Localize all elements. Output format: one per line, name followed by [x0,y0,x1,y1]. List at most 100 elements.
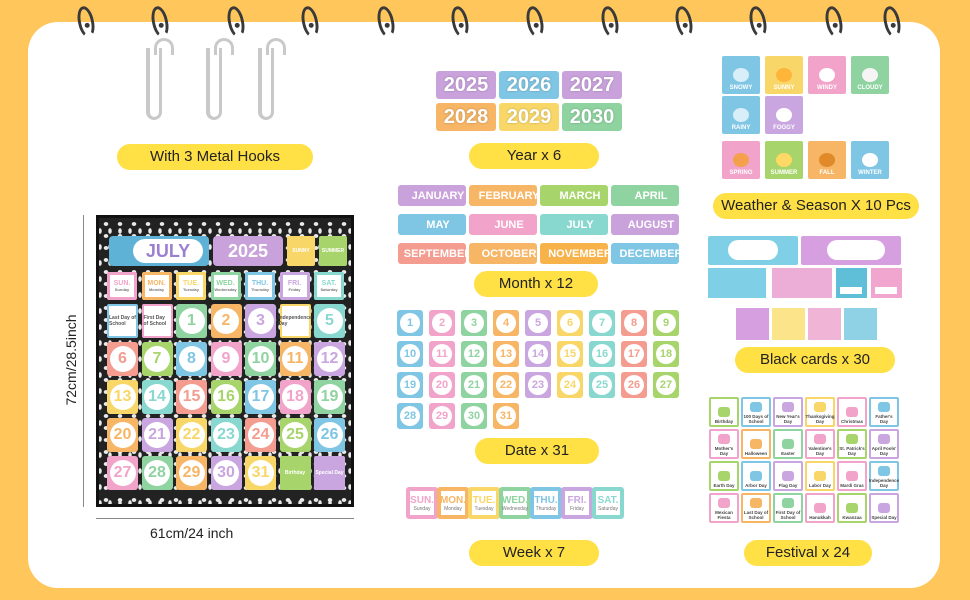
chart-date-card: 1 [176,304,207,338]
weather-icon [733,108,749,122]
festival-card: Last Day of School [741,493,771,523]
festival-name: Father's Day [875,414,893,424]
season-icon [819,153,835,167]
blank-card [772,268,832,298]
hooks-label: With 3 Metal Hooks [117,144,313,170]
date-card: 5 [525,310,551,336]
chart-weekday-abbr: TUE. [183,280,199,287]
festival-icon [878,434,890,444]
week-abbr: TUE. [472,494,496,506]
week-label: Week x 7 [469,540,599,566]
week-full: Wednesday [501,505,529,512]
chart-date-card: 23 [210,418,242,452]
chart-weather-card: SUNNY [287,236,315,266]
chart-date-number: 6 [109,346,136,372]
chart-weekday-full: Thursday [250,287,269,292]
chart-date-number: 15 [178,384,205,410]
month-card: JUNE [469,214,537,235]
week-card: MON. Monday [437,487,469,519]
festival-name: First Day of School [775,510,801,520]
date-card: 28 [397,403,423,429]
date-number: 11 [432,344,452,364]
metal-hook-icon [146,38,174,120]
festival-card: Thanksgiving Day [805,397,835,427]
chart-special-text: First Day of School [143,315,167,327]
festival-card: First Day of School [773,493,803,523]
chart-date-number: 10 [247,346,274,372]
date-number: 12 [464,344,484,364]
date-number: 6 [560,313,580,333]
month-card: MAY [398,214,466,235]
chart-special-card: Independence Day [278,304,312,338]
date-number: 26 [624,375,644,395]
chart-date-number: 19 [316,384,343,410]
chart-special-card: Birthday [279,456,311,490]
chart-weekday-full: Tuesday [183,287,199,292]
season-card: FALL [808,141,846,179]
date-number: 29 [432,406,452,426]
festival-name: Hanukkah [809,515,831,520]
festival-name: Labor Day [808,483,831,488]
festival-icon [782,402,794,412]
month-card: AUGUST [611,214,679,235]
weather-label-text: WINDY [817,85,837,91]
date-card: 9 [653,310,679,336]
festival-icon [878,503,890,513]
week-full: Monday [444,505,462,512]
chart-special-text: Special Day [315,470,344,476]
chart-date-number: 20 [109,422,136,448]
date-card: 26 [621,372,647,398]
chart-date-card: 2 [210,304,242,338]
chart-weather-text: SUNNY [292,248,310,254]
chart-date-card: 5 [314,304,345,338]
date-card: 4 [493,310,519,336]
chart-date-number: 31 [247,460,274,486]
date-card: 10 [397,341,423,367]
festival-card: Arbor Day [741,461,771,491]
blank-card [871,268,902,298]
chart-date-number: 12 [316,346,343,372]
season-icon [776,153,792,167]
chart-date-card: 19 [314,380,345,414]
weather-label-text: FOGGY [773,125,795,131]
festival-icon [814,434,826,444]
chart-date-number: 2 [213,308,239,334]
date-card: 30 [461,403,487,429]
weather-icon [776,108,792,122]
festival-name: New Year's Day [776,414,800,424]
festival-icon [846,503,858,513]
festival-icon [718,471,730,481]
date-card: 12 [461,341,487,367]
year-card: 2030 [562,103,622,131]
date-number: 1 [400,313,420,333]
weather-card: SUNNY [765,56,803,94]
festival-name: Earth Day [713,483,735,488]
month-card: JANUARY [398,185,466,206]
festival-card: Independence Day [869,461,899,491]
chart-date-number: 9 [213,346,239,372]
calendar-pocket-chart: JULY 2025 SUNNY SUMMER SUN. Sunday MON. Monda… [96,215,354,507]
chart-date-number: 5 [316,308,343,334]
festival-card: Mexican Fiesta [709,493,739,523]
festival-name: St. Patrick's Day [839,446,865,456]
chart-weekday-abbr: SAT. [321,280,337,287]
chart-weekday-full: Wednesday [214,287,237,292]
chart-date-number: 11 [282,346,308,372]
season-icon [862,153,878,167]
chart-date-card: 20 [107,418,138,452]
date-number: 22 [496,375,516,395]
chart-date-number: 28 [144,460,170,486]
chart-weekday-abbr: SUN. [113,280,131,287]
week-card: FRI. Friday [561,487,593,519]
date-card: 21 [461,372,487,398]
year-card: 2028 [436,103,496,131]
blank-card [772,308,805,340]
festival-card: Kwanzaa [837,493,867,523]
height-dimension: 72cm/28.5inch [63,314,79,406]
chart-date-card: 27 [107,456,138,490]
festival-icon [878,466,890,476]
week-card: WED. Wednesday [499,487,531,519]
chart-date-number: 8 [178,346,205,372]
month-card: OCTOBER [469,243,537,264]
chart-date-number: 26 [316,422,343,448]
